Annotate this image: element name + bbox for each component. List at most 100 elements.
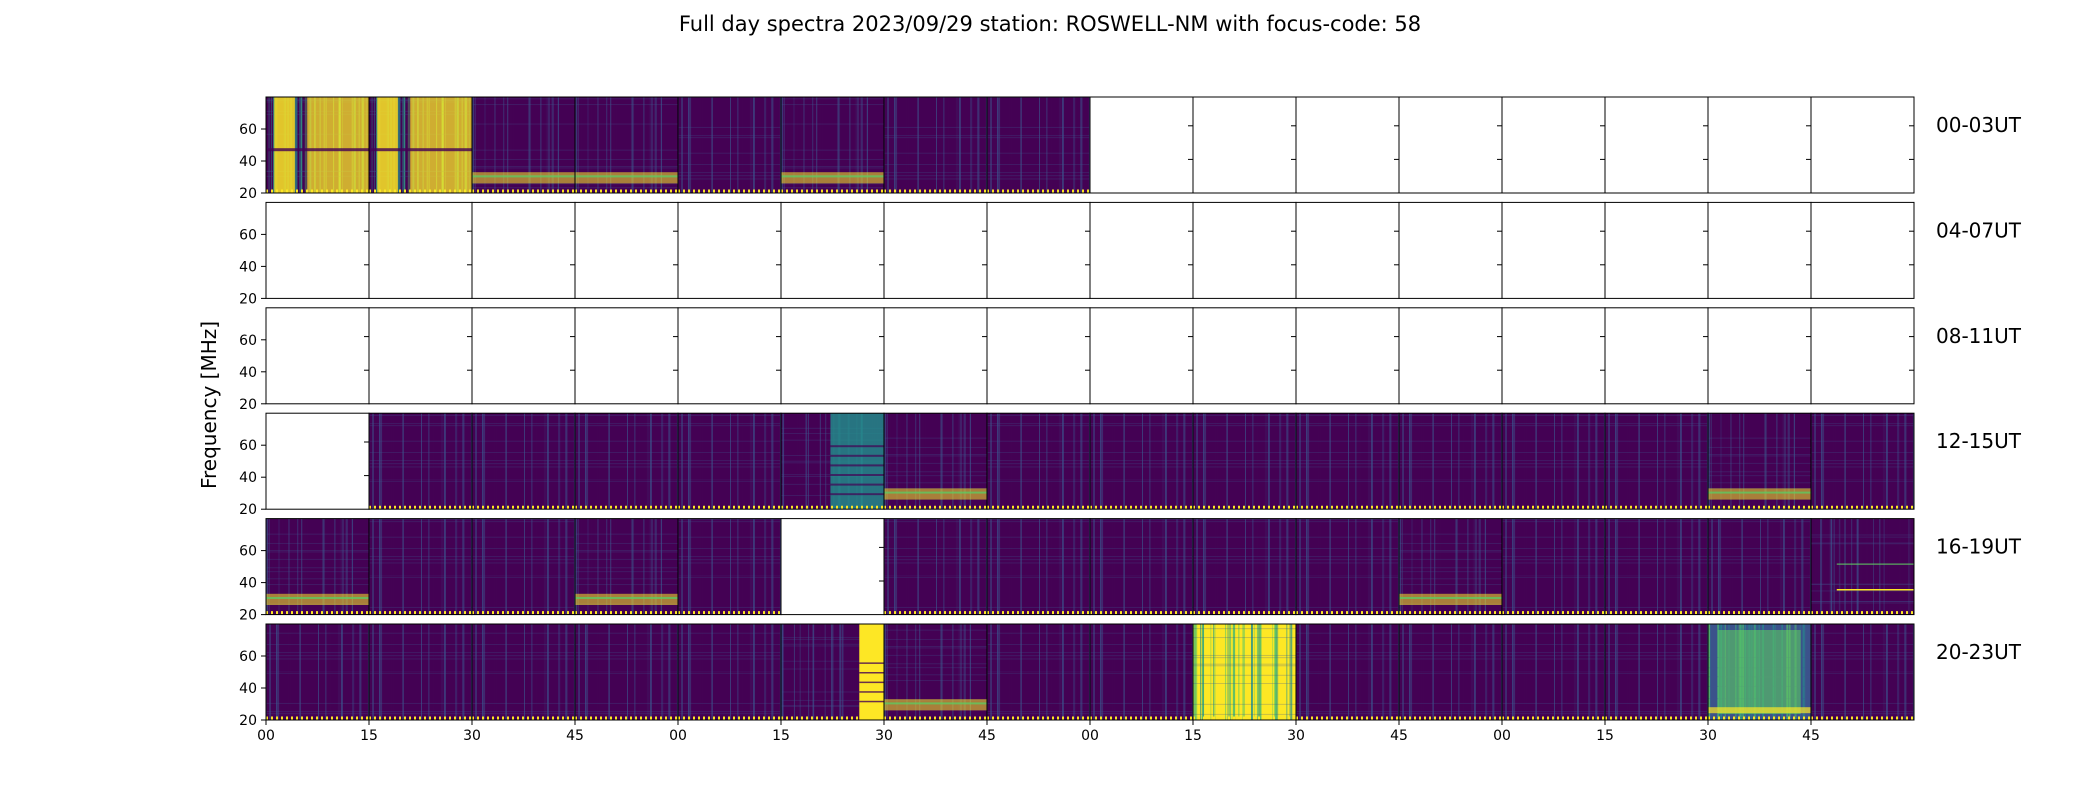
- spectrum-segment: [1501, 412, 1606, 510]
- x-tick-label: 45: [1390, 728, 1408, 744]
- spectrum-segment: [986, 518, 1091, 616]
- spectrum-segment: [986, 307, 1091, 405]
- spectrum-segment: [1604, 96, 1709, 194]
- spectrum-segment: [1295, 412, 1400, 510]
- spectrum-segment: [1501, 201, 1606, 299]
- row-label: 12-15UT: [1936, 429, 2022, 453]
- spectrum-segment: [471, 623, 576, 721]
- spectrum-segment: [677, 201, 782, 299]
- x-tick-label: 30: [463, 728, 481, 744]
- chart-title: Full day spectra 2023/09/29 station: ROS…: [679, 12, 1421, 36]
- spectrum-segment: [1707, 518, 1812, 616]
- spectrum-segment: [1398, 307, 1503, 405]
- spectrum-segment: [1295, 307, 1400, 405]
- spectrum-segment: [1192, 201, 1297, 299]
- y-tick-label: 60: [239, 333, 257, 349]
- spectrum-segment: [471, 307, 576, 405]
- y-tick-label: 60: [239, 544, 257, 560]
- spectrum-segment: [574, 307, 679, 405]
- y-tick-label: 20: [239, 291, 257, 307]
- spectrum-segment: [368, 623, 473, 721]
- spectrum-segment: [265, 623, 370, 721]
- y-tick-label: 40: [239, 576, 257, 592]
- spectrum-segment: [1089, 307, 1194, 405]
- spectrum-segment: [986, 201, 1091, 299]
- spectrum-segment: [677, 623, 782, 721]
- row-label: 00-03UT: [1936, 113, 2022, 137]
- x-axis: 00 15 30 45 00 15 30 45 00 15 30 45 00 15 30 45: [257, 720, 1820, 744]
- spectrum-segment: [1398, 201, 1503, 299]
- spectra-row: 20 40 60 20-23UT: [239, 623, 2022, 729]
- x-tick-label: 15: [360, 728, 378, 744]
- spectrum-segment: [1295, 201, 1400, 299]
- spectrum-segment: [1192, 412, 1297, 510]
- row-label: 20-23UT: [1936, 640, 2022, 664]
- spectrum-segment: [1810, 623, 1915, 721]
- x-tick-label: 15: [1596, 728, 1614, 744]
- y-tick-label: 60: [239, 227, 257, 243]
- y-tick-label: 40: [239, 259, 257, 275]
- spectrum-segment: [1501, 518, 1606, 616]
- y-tick-label: 20: [239, 397, 257, 413]
- y-tick-label: 40: [239, 154, 257, 170]
- spectrum-segment: [574, 201, 679, 299]
- x-tick-label: 00: [669, 728, 687, 744]
- spectrum-segment: [1604, 518, 1709, 616]
- spectrum-segment: [883, 412, 988, 510]
- spectrum-segment: [1604, 623, 1709, 721]
- spectrum-segment: [265, 518, 370, 616]
- x-tick-label: 15: [1184, 728, 1202, 744]
- spectrum-segment: [1707, 307, 1812, 405]
- x-tick-label: 00: [1493, 728, 1511, 744]
- spectrum-segment: [574, 412, 679, 510]
- spectrum-segment: [1501, 307, 1606, 405]
- spectrum-segment: [883, 307, 988, 405]
- spectrum-segment: [1398, 518, 1503, 616]
- spectrum-segment: [368, 201, 473, 299]
- spectrum-segment: [986, 96, 1091, 194]
- spectrum-segment: [265, 201, 370, 299]
- row-label: 04-07UT: [1936, 218, 2022, 242]
- spectrum-segment: [1192, 518, 1297, 616]
- spectrum-segment: [1810, 412, 1915, 510]
- x-tick-label: 30: [1699, 728, 1717, 744]
- y-tick-label: 20: [239, 502, 257, 518]
- spectrum-segment: [883, 96, 988, 194]
- spectrum-segment: [1398, 96, 1503, 194]
- spectrum-segment: [368, 518, 473, 616]
- spectrum-segment: [1089, 623, 1194, 721]
- spectrum-segment: [1398, 623, 1503, 721]
- spectrum-segment: [368, 307, 473, 405]
- spectrum-segment: [1192, 96, 1297, 194]
- spectrum-segment: [986, 412, 1091, 510]
- spectrum-segment: [1398, 412, 1503, 510]
- spectrum-segment: [1604, 201, 1709, 299]
- spectrum-segment: [1707, 412, 1812, 510]
- y-tick-label: 60: [239, 438, 257, 454]
- spectrum-segment: [368, 96, 473, 194]
- spectrum-segment: [1295, 623, 1400, 721]
- spectrum-segment: [1089, 412, 1194, 510]
- spectrum-segment: [780, 623, 885, 721]
- spectrum-segment: [265, 307, 370, 405]
- spectrum-segment: [574, 623, 679, 721]
- spectrum-segment: [780, 412, 885, 510]
- spectrum-segment: [1295, 96, 1400, 194]
- spectrum-segment: [677, 96, 782, 194]
- spectrum-segment: [1604, 307, 1709, 405]
- spectrum-segment: [1089, 96, 1194, 194]
- spectrum-segment: [471, 201, 576, 299]
- spectrum-segment: [1810, 96, 1915, 194]
- spectrum-segment: [883, 201, 988, 299]
- spectrum-segment: [265, 412, 370, 510]
- spectrum-segment: [1810, 201, 1915, 299]
- y-tick-label: 20: [239, 186, 257, 202]
- spectrum-segment: [1707, 96, 1812, 194]
- spectra-row: 20 40 60 16-19UT: [239, 518, 2022, 624]
- x-tick-label: 45: [1802, 728, 1820, 744]
- y-tick-label: 40: [239, 681, 257, 697]
- spectrum-segment: [1501, 623, 1606, 721]
- x-tick-label: 30: [875, 728, 893, 744]
